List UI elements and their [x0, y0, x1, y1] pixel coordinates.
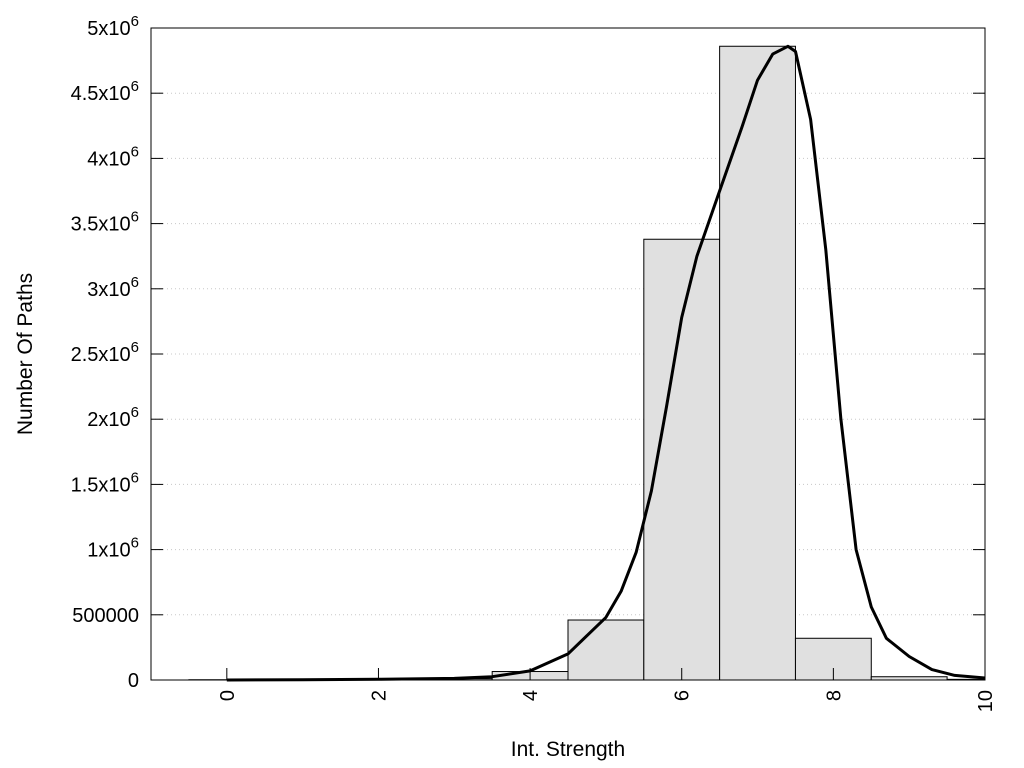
x-tick-labels: 0 2 4 6 8 10 — [217, 690, 997, 712]
y-tick-label: 1x106 — [87, 535, 139, 562]
y-tick-label: 4.5x106 — [71, 78, 139, 105]
y-tick-label: 2x106 — [87, 404, 139, 431]
histogram-bar — [643, 238, 721, 681]
y-axis-label: Number Of Paths — [14, 273, 37, 435]
histogram-bar — [719, 45, 796, 681]
x-tick-label: 0 — [217, 690, 239, 701]
x-axis-label: Int. Strength — [511, 738, 625, 761]
x-tick-label: 2 — [368, 690, 390, 701]
y-tick-label: 2.5x106 — [71, 339, 139, 366]
histogram-bar — [567, 619, 645, 681]
axis-ticks — [151, 92, 986, 680]
y-tick-label: 500000 — [72, 605, 139, 627]
y-tick-label: 4x106 — [87, 143, 139, 170]
fit-curve-layer — [226, 44, 986, 682]
y-tick-label: 5x106 — [87, 13, 139, 40]
x-tick-label: 6 — [672, 690, 694, 701]
y-tick-labels: 0 500000 1x106 1.5x106 2x106 2.5x106 3x106 3.5x… — [71, 13, 139, 692]
y-tick-label: 0 — [128, 670, 139, 692]
x-tick-label: 10 — [975, 690, 997, 712]
x-tick-label: 4 — [520, 690, 542, 701]
grid-lines — [151, 92, 985, 616]
x-tick-label: 8 — [823, 690, 845, 701]
y-tick-label: 3x106 — [87, 274, 139, 301]
fit-curve — [226, 44, 986, 682]
y-tick-label: 1.5x106 — [71, 469, 139, 496]
y-tick-label: 3.5x106 — [71, 209, 139, 236]
